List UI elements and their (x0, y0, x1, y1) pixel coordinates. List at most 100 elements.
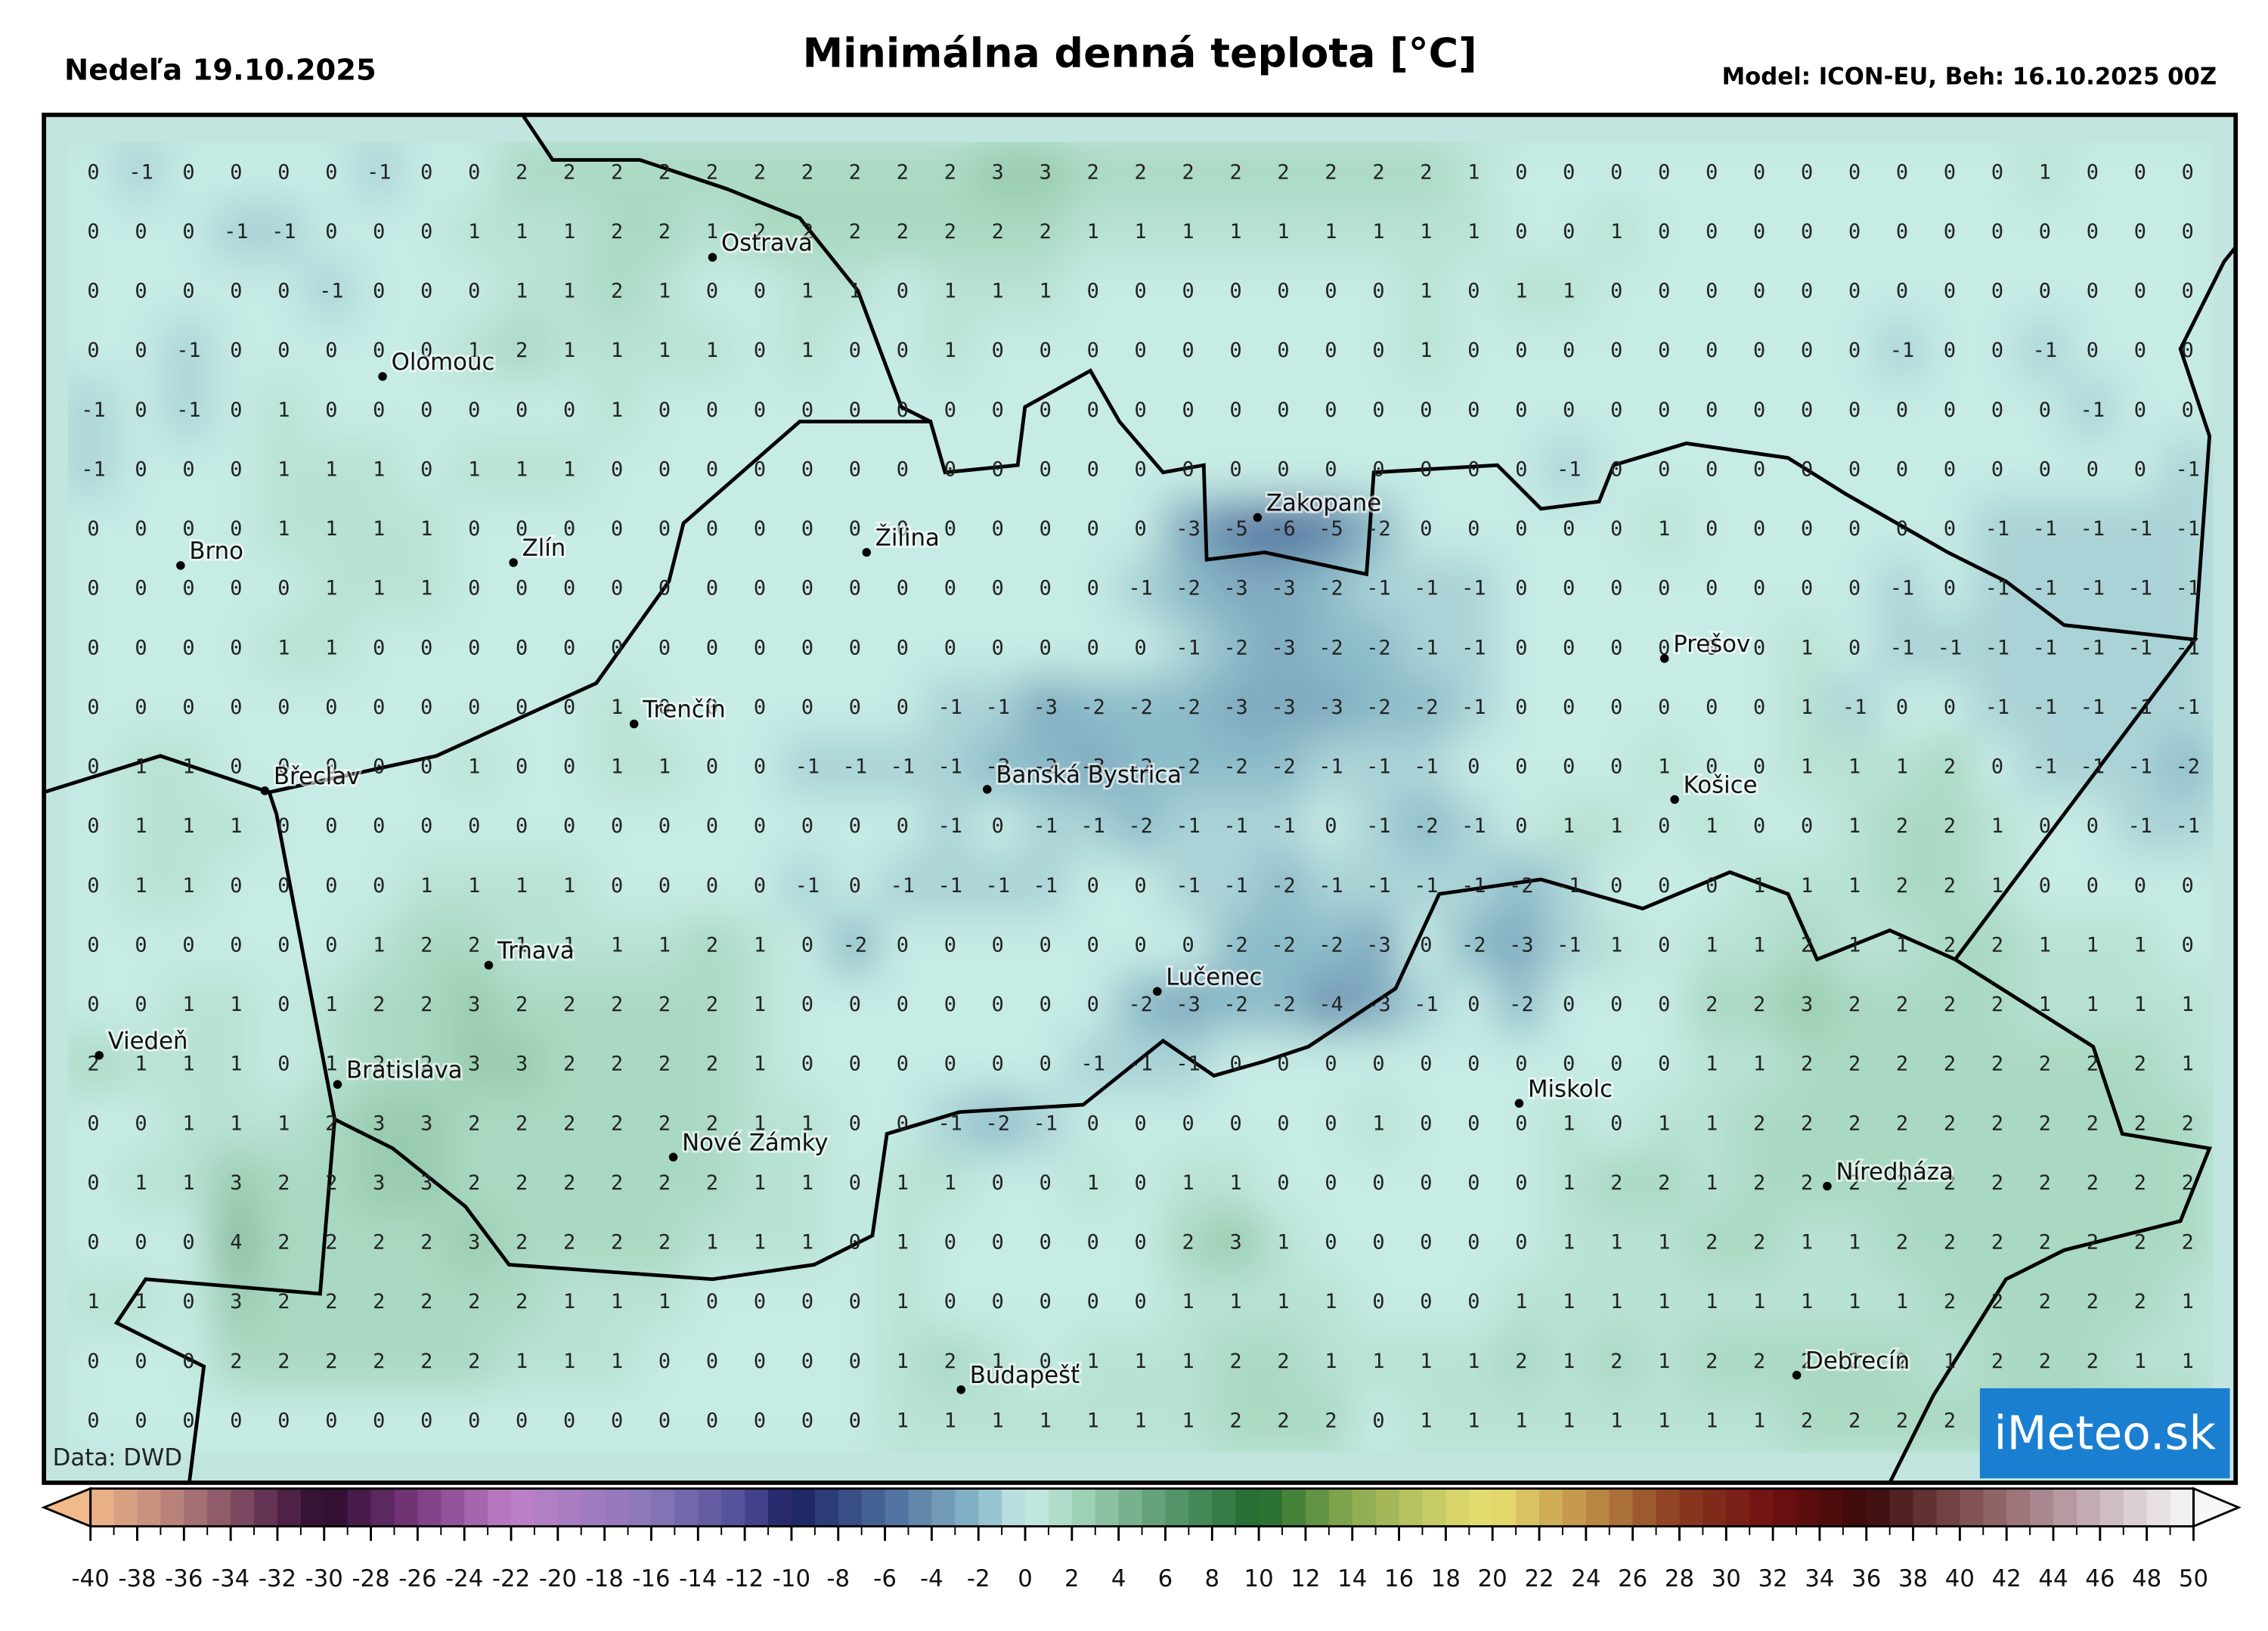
temp-cell (782, 498, 833, 561)
temp-value: 0 (1325, 280, 1337, 303)
temp-cell (1067, 439, 1119, 502)
temp-cell (1734, 677, 1785, 740)
temp-value: 1 (230, 1112, 242, 1135)
colorbar-tick-label: 20 (1478, 1565, 1507, 1592)
temp-cell (401, 914, 452, 978)
temp-cell (305, 260, 357, 324)
temp-value: 0 (1515, 1231, 1527, 1254)
temp-value: 2 (230, 1350, 242, 1373)
temp-value: 0 (992, 993, 1004, 1016)
temp-cell (210, 1390, 262, 1453)
temp-cell (1734, 617, 1785, 681)
city-label: Nové Zámky (682, 1129, 828, 1156)
temp-cell (1163, 557, 1214, 621)
temp-cell (2019, 795, 2071, 858)
temp-value: 1 (563, 457, 575, 481)
temp-value: 3 (420, 1171, 432, 1195)
temp-cell (2115, 914, 2166, 978)
temp-value: 1 (516, 457, 528, 481)
temp-cell (1876, 855, 1928, 918)
temp-cell (1638, 1331, 1690, 1394)
temp-value: 0 (801, 577, 813, 600)
temp-value: 2 (1801, 1112, 1813, 1135)
temp-value: -2 (1176, 577, 1200, 600)
temp-cell (1448, 1152, 1499, 1215)
temp-value: 0 (230, 398, 242, 422)
temp-cell (829, 380, 881, 442)
temp-value: 1 (230, 1053, 242, 1076)
temp-cell (2067, 557, 2118, 621)
colorbar-segment (254, 1488, 278, 1527)
colorbar-segment (1749, 1488, 1774, 1527)
temp-cell (1353, 795, 1404, 858)
temp-cell (1924, 1033, 1975, 1096)
temp-value: 2 (2134, 1053, 2146, 1076)
temp-value: 2 (1896, 1409, 1908, 1432)
temp-value: 2 (2039, 1171, 2051, 1195)
temp-cell (305, 1211, 357, 1275)
temp-cell (829, 1331, 881, 1394)
temp-value: 0 (563, 517, 575, 541)
temp-value: 0 (2182, 220, 2194, 243)
temp-value: 0 (706, 814, 718, 838)
temp-value: 0 (1944, 457, 1956, 481)
temp-cell (1020, 1211, 1071, 1275)
temp-value: 0 (1277, 339, 1289, 362)
temp-cell (1067, 617, 1119, 681)
temp-value: 1 (1325, 1290, 1337, 1313)
temp-cell (2019, 617, 2071, 681)
temp-value: 1 (325, 636, 337, 659)
temp-value: 0 (230, 696, 242, 719)
temp-value: 0 (1706, 220, 1718, 243)
colorbar-tick-label: -22 (492, 1565, 530, 1592)
temp-value: 0 (1420, 398, 1432, 422)
colorbar-tick-label: -18 (586, 1565, 624, 1592)
temp-value: 3 (373, 1171, 385, 1195)
temp-cell (163, 914, 214, 978)
temp-cell (1401, 498, 1452, 561)
temp-cell (877, 736, 928, 799)
temp-cell (544, 1211, 595, 1275)
temp-value: 2 (2087, 1053, 2099, 1076)
temp-value: -1 (2033, 696, 2057, 719)
temp-cell (1163, 677, 1214, 740)
temp-value: 2 (325, 1231, 337, 1254)
temp-cell (1781, 1331, 1833, 1394)
temp-cell (1210, 1390, 1261, 1453)
temp-value: 0 (2182, 933, 2194, 957)
temp-value: 2 (1658, 1171, 1670, 1195)
temp-cell (544, 1331, 595, 1394)
temp-value: 0 (325, 874, 337, 898)
temp-value: 0 (420, 457, 432, 481)
temp-value: 0 (992, 517, 1004, 541)
temp-value: 2 (2182, 1231, 2194, 1254)
temp-value: 0 (2039, 874, 2051, 898)
temp-cell (258, 1211, 309, 1275)
temp-cell (1972, 1211, 2023, 1275)
temp-value: 2 (516, 1171, 528, 1195)
temp-value: 0 (1563, 517, 1575, 541)
temp-cell (1829, 617, 1880, 681)
temp-value: 0 (992, 1171, 1004, 1195)
temp-value: 0 (1610, 517, 1622, 541)
colorbar-segment (1002, 1488, 1026, 1527)
temp-value: 0 (754, 636, 766, 659)
temp-cell (1924, 1390, 1975, 1453)
temp-cell (2019, 260, 2071, 324)
temp-value: -1 (224, 220, 248, 243)
temp-cell (1591, 617, 1642, 681)
temp-value: 2 (563, 160, 575, 184)
temp-value: 0 (849, 1053, 861, 1076)
temp-value: 0 (658, 398, 671, 422)
temp-cell (1258, 498, 1309, 561)
temp-value: 1 (992, 280, 1004, 303)
temp-cell (2162, 260, 2214, 324)
temp-cell (1591, 439, 1642, 502)
temp-value: 2 (849, 220, 861, 243)
temp-cell (116, 974, 166, 1037)
city-dot (378, 372, 387, 381)
temp-value: 1 (1848, 1290, 1861, 1313)
temp-cell (1591, 974, 1642, 1037)
temp-cell (2115, 974, 2166, 1037)
temp-value: 2 (563, 1112, 575, 1135)
